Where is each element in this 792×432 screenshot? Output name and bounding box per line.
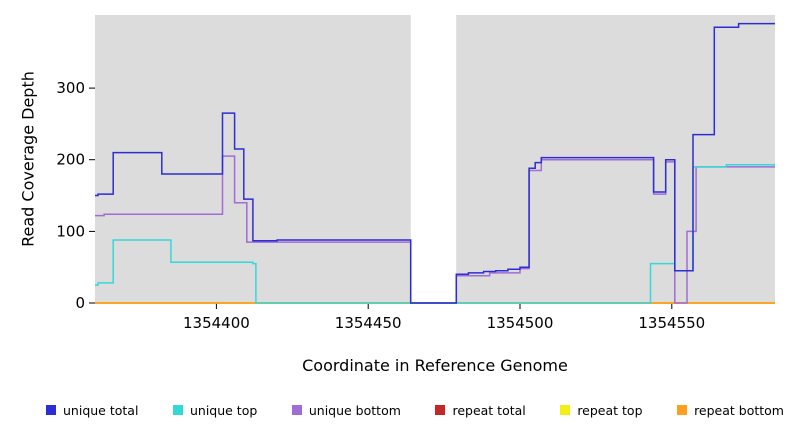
legend-item-repeat-bottom: repeat bottom [677,403,784,418]
legend: unique total unique top unique bottom re… [46,399,784,421]
y-axis-tick-label: 200 [56,151,85,169]
legend-label: repeat top [577,402,643,418]
legend-item-unique-bottom: unique bottom [291,402,401,418]
x-axis-title: Coordinate in Reference Genome [302,356,568,375]
legend-swatch [172,405,183,415]
x-axis-tick-label: 1354400 [183,314,250,332]
legend-swatch [560,405,571,415]
series-unique-bottom [95,155,775,304]
y-axis-title: Read Coverage Depth [18,71,38,247]
coverage-plot: 1354400 1354450 1354500 1354550 0 100 200 300 [56,15,775,332]
legend-label: repeat total [452,402,526,418]
x-axis-tick-label: 1354450 [335,314,402,332]
legend-item-unique-top: unique top [172,402,258,418]
legend-item-repeat-top: repeat top [560,402,643,418]
x-axis-tick-label: 1354500 [487,314,554,332]
legend-swatch [677,405,688,415]
y-axis-tick-label: 100 [56,222,85,240]
legend-item-unique-total: unique total [46,403,138,418]
legend-swatch [435,405,446,415]
legend-item-repeat-total: repeat total [435,402,526,418]
x-axis-tick-label: 1354550 [638,314,705,332]
y-axis-tick-label: 300 [56,79,85,97]
legend-swatch [46,405,56,415]
legend-label: unique bottom [308,402,401,418]
series-unique-total [95,22,775,304]
legend-label: repeat bottom [694,402,784,418]
legend-label: unique top [189,402,258,418]
legend-swatch [291,405,302,415]
y-axis-tick-label: 0 [75,294,85,312]
gap-region [410,15,457,303]
legend-label: unique total [63,402,139,418]
